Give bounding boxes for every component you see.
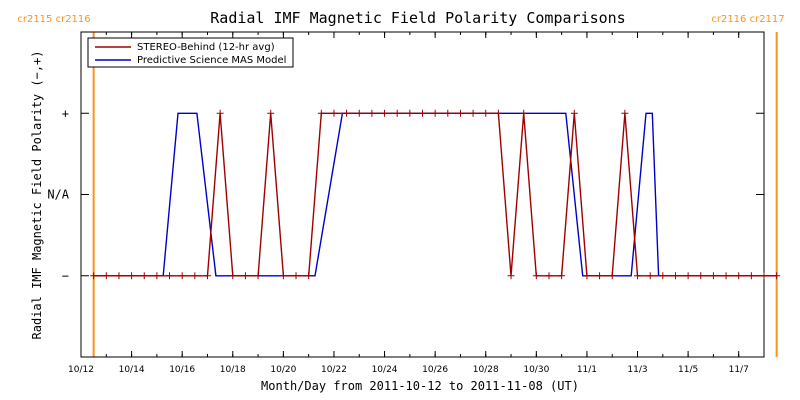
data-point-stereo: [532, 272, 540, 280]
data-point-stereo: [697, 272, 705, 280]
data-point-stereo: [267, 109, 275, 117]
data-point-stereo: [406, 109, 414, 117]
data-point-stereo: [431, 109, 439, 117]
data-point-stereo: [773, 272, 781, 280]
data-point-stereo: [166, 272, 174, 280]
data-point-stereo: [583, 272, 591, 280]
x-axis: 10/12 10/14 10/16 10/18 10/20 10/22 10/24 10/26…: [68, 32, 765, 375]
legend-label-stereo: STEREO-Behind (12-hr avg): [137, 42, 275, 53]
data-point-stereo: [368, 109, 376, 117]
data-point-stereo: [279, 272, 287, 280]
x-tick-label: 11/5: [678, 365, 698, 375]
data-point-stereo: [241, 272, 249, 280]
series-line-stereo: [93, 112, 777, 277]
data-point-stereo: [671, 272, 679, 280]
carrington-rotation-markers: cr2115 cr2116 cr2116 cr2117: [17, 14, 785, 357]
data-point-stereo: [735, 272, 743, 280]
x-tick-label: 10/30: [523, 365, 549, 375]
data-point-stereo: [646, 272, 654, 280]
legend-label-model: Predictive Science MAS Model: [137, 55, 286, 66]
legend-box: [87, 37, 294, 68]
x-tick-label: 10/18: [220, 365, 246, 375]
data-point-stereo: [456, 109, 464, 117]
data-point-stereo: [393, 109, 401, 117]
data-point-stereo: [507, 272, 515, 280]
data-point-stereo: [203, 272, 211, 280]
data-point-stereo: [520, 109, 528, 117]
data-point-stereo: [254, 272, 262, 280]
data-point-stereo: [545, 272, 553, 280]
x-tick-label: 10/20: [270, 365, 296, 375]
data-point-stereo: [419, 109, 426, 117]
y-tick-label: +: [62, 106, 69, 120]
x-tick-label: 11/1: [577, 365, 597, 375]
x-tick-label: 10/16: [169, 365, 195, 375]
x-tick-label: 10/22: [321, 365, 347, 375]
data-point-stereo: [608, 272, 616, 280]
rotation-marker-label: cr2116 cr2117: [711, 14, 784, 25]
x-tick-label: 11/3: [627, 365, 647, 375]
y-tick-label: N/A: [47, 188, 69, 202]
data-point-stereo: [292, 272, 300, 280]
data-point-stereo: [444, 109, 452, 117]
data-point-stereo: [330, 109, 338, 117]
data-point-stereo: [469, 109, 477, 117]
y-axis: − N/A +: [47, 106, 764, 283]
data-point-stereo: [317, 109, 325, 117]
data-point-stereo: [659, 272, 667, 280]
data-point-stereo: [722, 272, 730, 280]
y-axis-label: Radial IMF Magnetic Field Polarity (−,+): [30, 51, 44, 340]
data-point-stereo: [305, 272, 313, 280]
data-point-stereo: [570, 109, 578, 117]
rotation-marker-label: cr2115 cr2116: [17, 14, 90, 25]
data-point-stereo: [343, 109, 351, 117]
data-point-stereo: [191, 272, 199, 280]
data-point-stereo: [634, 272, 642, 280]
chart-title: Radial IMF Magnetic Field Polarity Compa…: [210, 9, 625, 27]
x-tick-label: 10/14: [119, 365, 145, 375]
legend: STEREO-Behind (12-hr avg) Predictive Sci…: [87, 37, 294, 68]
data-point-stereo: [760, 272, 768, 280]
data-point-stereo: [709, 272, 717, 280]
data-point-stereo: [102, 272, 110, 280]
data-point-stereo: [140, 272, 148, 280]
data-point-stereo: [558, 272, 566, 280]
x-tick-label: 10/24: [372, 365, 398, 375]
x-axis-label: Month/Day from 2011-10-12 to 2011-11-08 …: [261, 379, 579, 393]
data-point-stereo: [621, 109, 629, 117]
x-tick-label: 10/28: [473, 365, 499, 375]
plot-frame: [80, 31, 765, 358]
series-line-model: [93, 112, 777, 277]
data-point-stereo: [494, 109, 502, 117]
data-point-stereo: [596, 272, 604, 280]
data-point-stereo: [229, 272, 237, 280]
x-tick-label: 10/26: [422, 365, 448, 375]
data-point-stereo: [381, 109, 389, 117]
data-point-stereo: [153, 272, 161, 280]
data-point-stereo: [747, 272, 755, 280]
data-point-stereo: [684, 272, 692, 280]
data-point-stereo: [216, 109, 224, 117]
series-layer: [90, 109, 781, 280]
data-point-stereo: [115, 272, 123, 280]
data-point-stereo: [355, 109, 363, 117]
data-point-stereo: [90, 272, 98, 280]
data-point-stereo: [128, 272, 136, 280]
data-point-stereo: [482, 109, 490, 117]
x-tick-label: 10/12: [68, 365, 94, 375]
data-point-stereo: [178, 272, 186, 280]
y-tick-label: −: [62, 269, 69, 283]
x-tick-label: 11/7: [729, 365, 749, 375]
